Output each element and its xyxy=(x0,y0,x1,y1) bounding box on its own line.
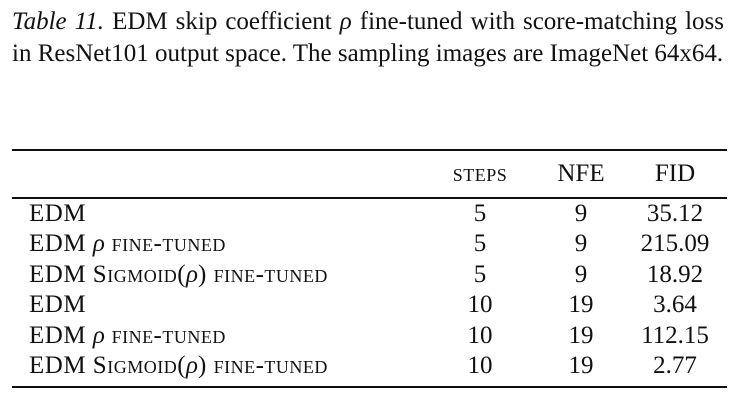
header-steps-label: steps xyxy=(452,160,508,187)
cell-fid: 112.15 xyxy=(641,321,709,349)
caption-label: Table 11. xyxy=(12,8,105,35)
table-bottom-rule xyxy=(12,385,727,388)
table-body: EDM 5 9 35.12 EDM ρ fine-tuned 5 9 215.09 EDM Si… xyxy=(12,197,727,386)
method-base: EDM xyxy=(29,291,87,319)
cell-method: EDM ρ fine-tuned xyxy=(12,321,421,352)
caption-text-after: fine-tuned with score-matching loss in R… xyxy=(12,8,724,67)
header-steps: steps xyxy=(421,151,539,197)
method-base: EDM xyxy=(29,230,93,258)
cell-method: EDM ρ fine-tuned xyxy=(12,229,421,260)
header-method xyxy=(12,151,421,197)
table-row: EDM Sigmoid(ρ) fine-tuned 10 19 2.77 xyxy=(12,351,727,386)
cell-nfe: 9 xyxy=(574,199,588,227)
cell-method: EDM Sigmoid(ρ) fine-tuned xyxy=(12,260,421,291)
cell-method: EDM Sigmoid(ρ) fine-tuned xyxy=(12,351,421,386)
table-mid-rule xyxy=(12,197,727,199)
table-row: EDM ρ fine-tuned 10 19 112.15 xyxy=(12,321,727,352)
cell-method: EDM xyxy=(12,290,421,321)
cell-fid: 35.12 xyxy=(646,199,704,227)
cell-nfe: 19 xyxy=(568,352,594,380)
method-base: EDM xyxy=(29,321,93,349)
table-row: EDM 10 19 3.64 xyxy=(12,290,727,321)
cell-steps: 5 xyxy=(473,260,487,288)
method-suffix: fine-tuned xyxy=(104,321,226,349)
results-table: steps NFE FID EDM 5 9 35.12 EDM ρ fine-tuned… xyxy=(12,149,727,388)
method-rho-symbol: ρ xyxy=(186,260,199,288)
header-row: steps NFE FID xyxy=(12,151,727,197)
caption-rho-symbol: ρ xyxy=(339,8,352,35)
cell-steps: 5 xyxy=(473,230,487,258)
cell-steps: 10 xyxy=(467,352,493,380)
cell-nfe: 9 xyxy=(574,230,588,258)
method-base: EDM xyxy=(29,199,87,227)
method-suffix: ) fine-tuned xyxy=(198,260,328,288)
cell-fid: 3.64 xyxy=(653,291,697,319)
table-row: EDM 5 9 35.12 xyxy=(12,199,727,230)
method-rho-symbol: ρ xyxy=(186,352,199,380)
header-nfe: NFE xyxy=(557,160,605,187)
table-row: EDM ρ fine-tuned 5 9 215.09 xyxy=(12,229,727,260)
cell-nfe: 19 xyxy=(568,291,594,319)
table-row: EDM Sigmoid(ρ) fine-tuned 5 9 18.92 xyxy=(12,260,727,291)
method-base: EDM Sigmoid( xyxy=(29,352,187,380)
cell-steps: 10 xyxy=(467,321,493,349)
cell-fid: 18.92 xyxy=(646,260,704,288)
caption-text-before: EDM skip coefficient xyxy=(104,8,340,35)
table-grid: steps NFE FID EDM 5 9 35.12 EDM ρ fine-tuned… xyxy=(12,151,727,386)
table-caption: Table 11. EDM skip coefficient ρ fine-tu… xyxy=(12,6,724,70)
cell-fid: 2.77 xyxy=(653,352,697,380)
table-top-rule xyxy=(12,149,727,151)
cell-fid: 215.09 xyxy=(640,230,710,258)
cell-nfe: 9 xyxy=(574,260,588,288)
cell-steps: 5 xyxy=(473,199,487,227)
method-suffix: fine-tuned xyxy=(104,230,226,258)
cell-nfe: 19 xyxy=(568,321,594,349)
method-rho-symbol: ρ xyxy=(92,230,105,258)
cell-method: EDM xyxy=(12,199,421,230)
method-base: EDM Sigmoid( xyxy=(29,260,187,288)
header-fid: FID xyxy=(654,160,696,187)
method-suffix: ) fine-tuned xyxy=(198,352,328,380)
method-rho-symbol: ρ xyxy=(92,321,105,349)
cell-steps: 10 xyxy=(467,291,493,319)
